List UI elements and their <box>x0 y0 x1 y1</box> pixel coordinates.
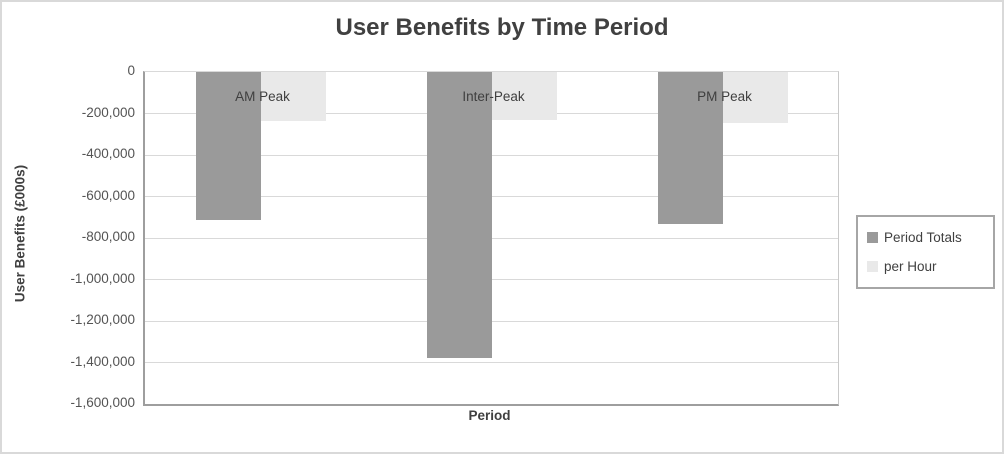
bar-period-totals-inter-peak <box>426 72 492 358</box>
bar-period-totals-am-peak <box>195 72 261 220</box>
y-tick-label: -1,000,000 <box>70 270 135 286</box>
legend-swatch-per-hour <box>867 260 878 272</box>
legend-label-per-hour: per Hour <box>884 258 937 274</box>
y-tick-label: -1,400,000 <box>70 353 135 369</box>
plot-area: AM Peak Inter-Peak PM Peak <box>143 71 839 406</box>
y-tick-label: -1,600,000 <box>70 395 135 410</box>
gridline <box>145 237 838 239</box>
gridline <box>145 196 838 197</box>
legend-item-period-totals: Period Totals <box>867 230 993 245</box>
category-label-am-peak: AM Peak <box>235 89 290 104</box>
y-tick-label: -800,000 <box>81 229 135 244</box>
legend: Period Totals per Hour <box>856 215 995 289</box>
gridline <box>145 320 838 322</box>
chart-title: User Benefits by Time Period <box>335 14 669 41</box>
gridline <box>145 362 838 363</box>
y-tick-label: 0 <box>127 63 135 78</box>
legend-swatch-period-totals <box>867 232 878 244</box>
category-label-pm-peak: PM Peak <box>697 89 752 104</box>
y-tick-label: -200,000 <box>81 104 135 120</box>
y-tick-label: -600,000 <box>81 187 135 203</box>
category-label-inter-peak: Inter-Peak <box>462 89 525 104</box>
gridline <box>145 279 838 280</box>
legend-label-period-totals: Period Totals <box>884 230 962 246</box>
bar-per-hour-am-peak <box>260 72 326 121</box>
y-tick-label: -400,000 <box>81 146 135 161</box>
y-tick-label: -1,200,000 <box>70 312 135 327</box>
gridline <box>145 154 838 156</box>
bar-period-totals-pm-peak <box>657 72 723 224</box>
legend-item-per-hour: per Hour <box>867 259 993 274</box>
bar-per-hour-pm-peak <box>722 72 788 123</box>
bar-per-hour-inter-peak <box>491 72 557 120</box>
x-axis-title: Period <box>468 408 511 423</box>
